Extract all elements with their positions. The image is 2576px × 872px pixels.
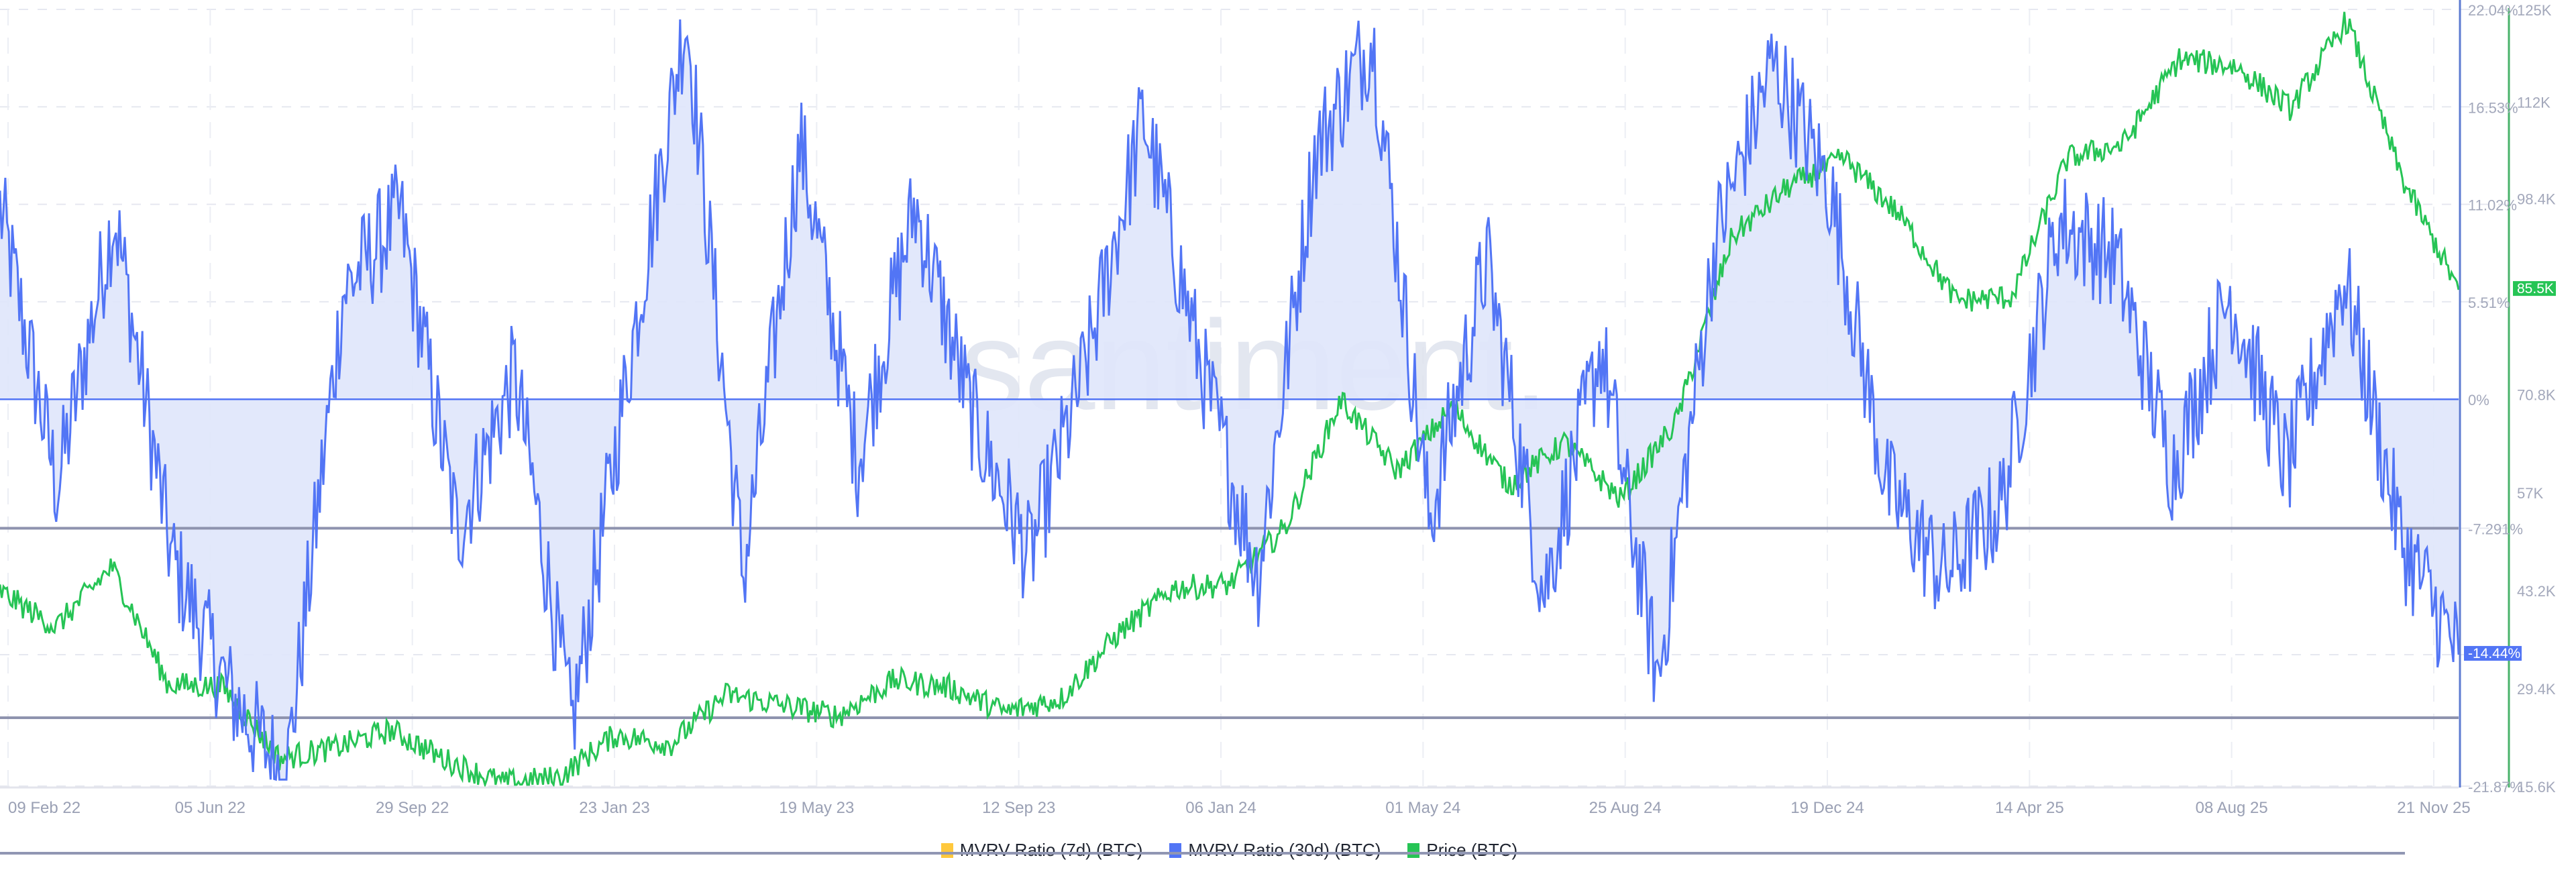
legend-swatch-price [1407,842,1420,858]
price-current-badge [2513,281,2556,296]
x-tick-label: 01 May 24 [1385,799,1460,817]
mvrv-current-value: -14.44% [2468,646,2520,661]
legend-item-mvrv-30d[interactable]: MVRV Ratio (30d) (BTC) [1169,840,1381,861]
legend-label-mvrv-30d: MVRV Ratio (30d) (BTC) [1188,840,1381,860]
price-tick-label: 43.2K [2517,583,2556,600]
mvrv-tick-label: 5.51% [2468,294,2510,311]
legend-item-mvrv-7d[interactable]: MVRV Ratio (7d) (BTC) [941,840,1143,861]
mvrv-tick-label: 11.02% [2468,197,2517,214]
price-tick-label: 70.8K [2517,387,2556,404]
x-tick-label: 14 Apr 25 [1995,799,2064,817]
x-tick-label: 08 Aug 25 [2196,799,2268,817]
legend-swatch-mvrv-7d [941,842,953,858]
mvrv-tick-label: -7.291% [2468,521,2523,538]
legend-divider [0,852,2405,855]
mvrv-tick-label: -21.87% [2468,779,2523,796]
mvrv-price-chart[interactable]: santiment.09 Feb 22 05 Jun 22 29 Sep 22 23 … [0,0,2576,838]
price-tick-label: 57K [2517,485,2543,502]
price-axis: 125K 112K 98.4K 70.8K 57K 43.2K 29.4K 15.6K [2517,2,2556,796]
price-current-value: 85.5K [2517,281,2554,296]
x-tick-label: 19 May 23 [779,799,854,817]
mvrv-30d-line[interactable] [0,19,2460,781]
chart-legend: MVRV Ratio (7d) (BTC) MVRV Ratio (30d) (… [0,840,2459,861]
x-tick-label: 12 Sep 23 [982,799,1055,817]
x-tick-label: 29 Sep 22 [376,799,449,817]
x-tick-label: 06 Jan 24 [1185,799,1256,817]
x-tick-label: 19 Dec 24 [1790,799,1864,817]
x-tick-label: 21 Nov 25 [2397,799,2470,817]
legend-swatch-mvrv-30d [1169,842,1182,858]
price-tick-label: 98.4K [2517,191,2556,208]
price-tick-label: 125K [2517,2,2552,19]
x-tick-label: 09 Feb 22 [8,799,80,817]
x-axis: 09 Feb 22 05 Jun 22 29 Sep 22 23 Jan 23 19 M… [8,799,2471,817]
legend-label-mvrv-7d: MVRV Ratio (7d) (BTC) [959,840,1143,860]
x-tick-label: 25 Aug 24 [1589,799,1662,817]
mvrv-tick-label: 16.53% [2468,99,2518,116]
legend-label-price: Price (BTC) [1426,840,1518,860]
mvrv-current-badge [2464,646,2522,661]
legend-item-price[interactable]: Price (BTC) [1407,840,1517,861]
mvrv-tick-label: 22.04% [2468,2,2518,19]
x-tick-label: 05 Jun 22 [175,799,246,817]
mvrv-axis: 22.04% 16.53% 11.02% 5.51% 0% -7.291% -21.87% [2468,2,2523,796]
price-line[interactable] [0,11,2460,788]
mvrv-tick-label: 0% [2468,392,2489,408]
price-tick-label: 29.4K [2517,681,2556,698]
price-tick-label: 112K [2517,95,2551,111]
x-tick-label: 23 Jan 23 [579,799,649,817]
price-tick-label: 15.6K [2517,779,2556,796]
